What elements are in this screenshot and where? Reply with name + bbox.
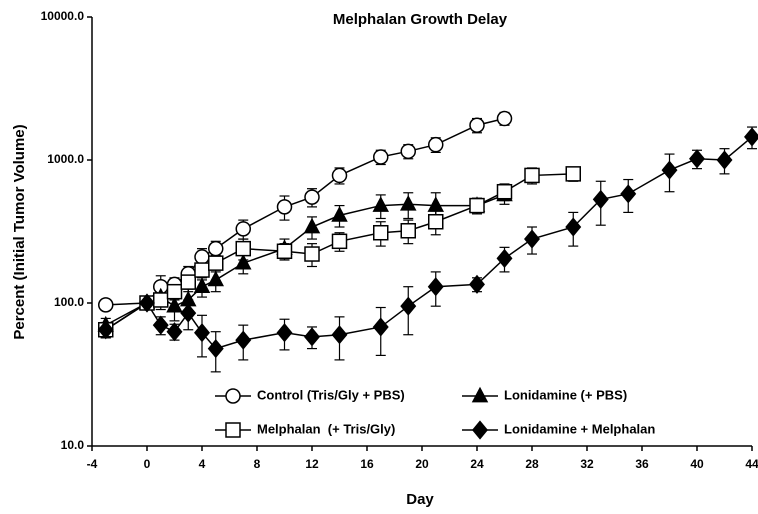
legend-label: Lonidamine (+ PBS) [504,387,627,402]
marker [744,127,758,147]
marker [373,149,389,165]
marker [235,330,252,350]
marker [472,420,488,440]
marker [400,194,417,211]
marker [166,322,183,342]
y-tick-label: 10000.0 [41,9,85,23]
marker [428,136,444,153]
legend-label: Melphalan (+ Tris/Gly) [257,421,395,436]
x-tick-label: 4 [199,457,206,471]
marker [194,323,210,343]
legend-label: Control (Tris/Gly + PBS) [257,387,405,402]
marker [193,277,211,294]
marker [139,293,155,313]
marker [207,339,224,359]
marker [225,422,241,438]
marker [180,274,196,290]
marker [98,297,114,313]
marker [373,224,389,241]
marker [496,183,513,200]
marker [331,206,348,222]
y-tick-label: 1000.0 [47,152,84,166]
marker [303,217,321,234]
x-tick-label: 40 [690,457,704,471]
marker [331,167,348,184]
y-axis-title: Percent (Initial Tumor Volume) [11,124,28,339]
marker [427,277,444,297]
marker [689,149,705,169]
marker [496,248,513,268]
marker [331,233,348,250]
x-tick-label: 8 [254,457,261,471]
x-axis-title: Day [406,491,434,508]
x-tick-label: 28 [525,457,539,471]
marker [661,160,678,180]
marker [207,270,224,287]
marker [153,292,169,308]
marker [276,323,293,343]
x-tick-label: 20 [415,457,429,471]
marker [97,320,114,340]
marker [194,262,210,278]
marker [180,303,197,323]
marker [235,221,251,237]
marker [496,110,513,127]
y-tick-label: 10.0 [61,438,85,452]
marker [208,255,224,271]
x-tick-label: 44 [745,457,758,471]
marker [372,196,389,212]
marker [565,166,581,182]
marker [331,325,348,345]
marker [235,240,251,257]
marker [276,199,293,215]
marker [372,317,389,337]
marker [524,167,540,184]
marker [469,274,485,294]
marker [565,217,582,237]
marker [716,150,733,170]
marker [208,240,224,257]
marker [152,315,169,335]
legend-label: Lonidamine + Melphalan [504,421,655,436]
x-tick-label: 24 [470,457,484,471]
marker [166,283,183,300]
marker [304,327,320,347]
marker [428,213,444,230]
marker [427,196,444,212]
marker [469,197,485,214]
marker [469,117,485,133]
x-tick-label: 0 [144,457,151,471]
x-tick-label: 36 [635,457,649,471]
x-tick-label: 16 [360,457,374,471]
x-tick-label: 32 [580,457,594,471]
marker [194,249,210,265]
x-tick-label: 12 [305,457,319,471]
marker [166,296,183,313]
y-tick-label: 100.0 [54,295,84,309]
marker [400,143,416,160]
marker [235,253,252,270]
marker [400,296,417,316]
marker [400,223,416,239]
marker [225,388,241,404]
marker [304,246,320,262]
x-tick-label: -4 [87,457,98,471]
marker [524,229,540,249]
chart-title: Melphalan Growth Delay [333,11,508,28]
marker [620,184,637,204]
marker [592,189,609,210]
marker [471,386,489,403]
marker [276,243,293,260]
marker [304,189,320,205]
